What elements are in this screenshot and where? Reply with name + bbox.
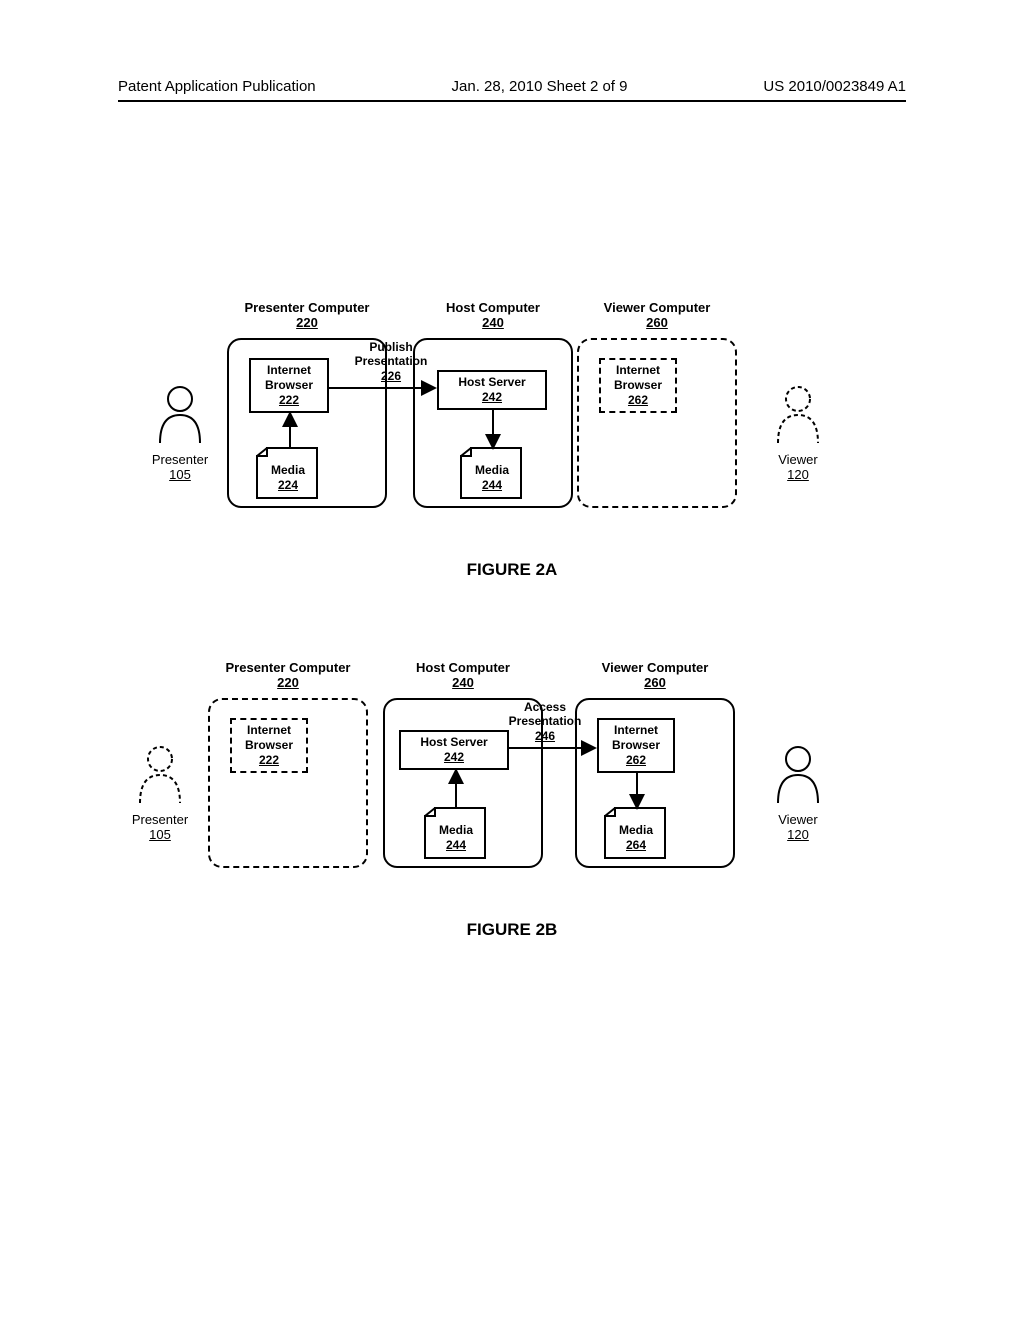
access-text: Access Presentation [500,700,590,729]
presenter-label: Presenter [150,452,210,467]
presenter-browser-label: Internet Browser [251,363,327,393]
host-computer-title-b: Host Computer 240 [388,660,538,690]
access-label: Access Presentation 246 [500,700,590,743]
media-viewer-text-b: Media 264 [605,818,667,858]
host-server-box-b: Host Server 242 [399,730,509,770]
presenter-label-b: Presenter [130,812,190,827]
viewer-computer-box-b: Internet Browser 262 Media 264 [575,698,735,868]
media-presenter-text: Media 224 [257,458,319,498]
viewer-browser-label-b: Internet Browser [599,723,673,753]
media-presenter-label: Media [257,463,319,478]
figure-2b: Presenter Computer 220 Host Computer 240… [0,660,1024,960]
viewer-computer-num: 260 [582,315,732,330]
media-host-text-b: Media 244 [425,818,487,858]
person-icon-dashed-b [136,745,184,805]
media-viewer-label-b: Media [605,823,667,838]
media-host-num-b: 244 [425,838,487,853]
host-server-num: 242 [439,390,545,405]
host-computer-box: Host Server 242 Media 244 [413,338,573,508]
presenter-browser-box: Internet Browser 222 [249,358,329,413]
arrow-media-to-server-b [450,770,462,808]
media-viewer-num-b: 264 [605,838,667,853]
viewer-computer-label-b: Viewer Computer [580,660,730,675]
host-server-label-b: Host Server [401,735,507,750]
presenter-person: Presenter 105 [150,385,210,482]
presenter-computer-label-b: Presenter Computer [213,660,363,675]
viewer-computer-num-b: 260 [580,675,730,690]
presenter-person-b: Presenter 105 [130,745,190,842]
figure-2a-caption: FIGURE 2A [0,560,1024,580]
arrow-access [507,742,597,754]
host-server-box: Host Server 242 [437,370,547,410]
publish-text: Publish Presentation [350,340,432,369]
publish-num: 226 [350,369,432,383]
media-presenter-num: 224 [257,478,319,493]
header-left: Patent Application Publication [118,78,316,95]
presenter-num: 105 [150,467,210,482]
presenter-computer-box-b: Internet Browser 222 [208,698,368,868]
presenter-browser-num: 222 [251,393,327,408]
host-server-num-b: 242 [401,750,507,765]
host-server-label: Host Server [439,375,545,390]
viewer-browser-num: 262 [601,393,675,408]
person-icon [156,385,204,445]
presenter-computer-num: 220 [232,315,382,330]
publish-label: Publish Presentation 226 [350,340,432,383]
viewer-browser-num-b: 262 [599,753,673,768]
presenter-browser-num-b: 222 [232,753,306,768]
viewer-num-b: 120 [768,827,828,842]
media-host-label-b: Media [425,823,487,838]
presenter-computer-num-b: 220 [213,675,363,690]
viewer-computer-box: Internet Browser 262 [577,338,737,508]
person-icon-b [774,745,822,805]
viewer-computer-title-b: Viewer Computer 260 [580,660,730,690]
presenter-computer-title-b: Presenter Computer 220 [213,660,363,690]
viewer-computer-title: Viewer Computer 260 [582,300,732,330]
host-computer-label-b: Host Computer [388,660,538,675]
presenter-browser-box-b: Internet Browser 222 [230,718,308,773]
viewer-browser-label: Internet Browser [601,363,675,393]
figure-2a: Presenter Computer 220 Host Computer 240… [0,300,1024,600]
media-host-num: 244 [461,478,523,493]
arrow-server-to-media [487,410,499,448]
header-rule [118,100,906,102]
viewer-person-b: Viewer 120 [768,745,828,842]
viewer-num: 120 [768,467,828,482]
viewer-computer-label: Viewer Computer [582,300,732,315]
viewer-browser-box-b: Internet Browser 262 [597,718,675,773]
host-computer-title: Host Computer 240 [418,300,568,330]
presenter-browser-label-b: Internet Browser [232,723,306,753]
person-icon-dashed [774,385,822,445]
page-header: Patent Application Publication Jan. 28, … [0,78,1024,95]
presenter-computer-label: Presenter Computer [232,300,382,315]
viewer-label-b: Viewer [768,812,828,827]
viewer-person: Viewer 120 [768,385,828,482]
host-computer-num: 240 [418,315,568,330]
arrow-publish [327,382,437,394]
viewer-label: Viewer [768,452,828,467]
host-computer-num-b: 240 [388,675,538,690]
media-host-text: Media 244 [461,458,523,498]
header-center: Jan. 28, 2010 Sheet 2 of 9 [452,78,628,95]
presenter-num-b: 105 [130,827,190,842]
access-num: 246 [500,729,590,743]
arrow-media-to-browser [284,413,296,448]
figure-2b-caption: FIGURE 2B [0,920,1024,940]
arrow-browser-to-media-b [631,773,643,808]
header-right: US 2010/0023849 A1 [763,78,906,95]
presenter-computer-title: Presenter Computer 220 [232,300,382,330]
host-computer-label: Host Computer [418,300,568,315]
viewer-browser-box: Internet Browser 262 [599,358,677,413]
media-host-label: Media [461,463,523,478]
